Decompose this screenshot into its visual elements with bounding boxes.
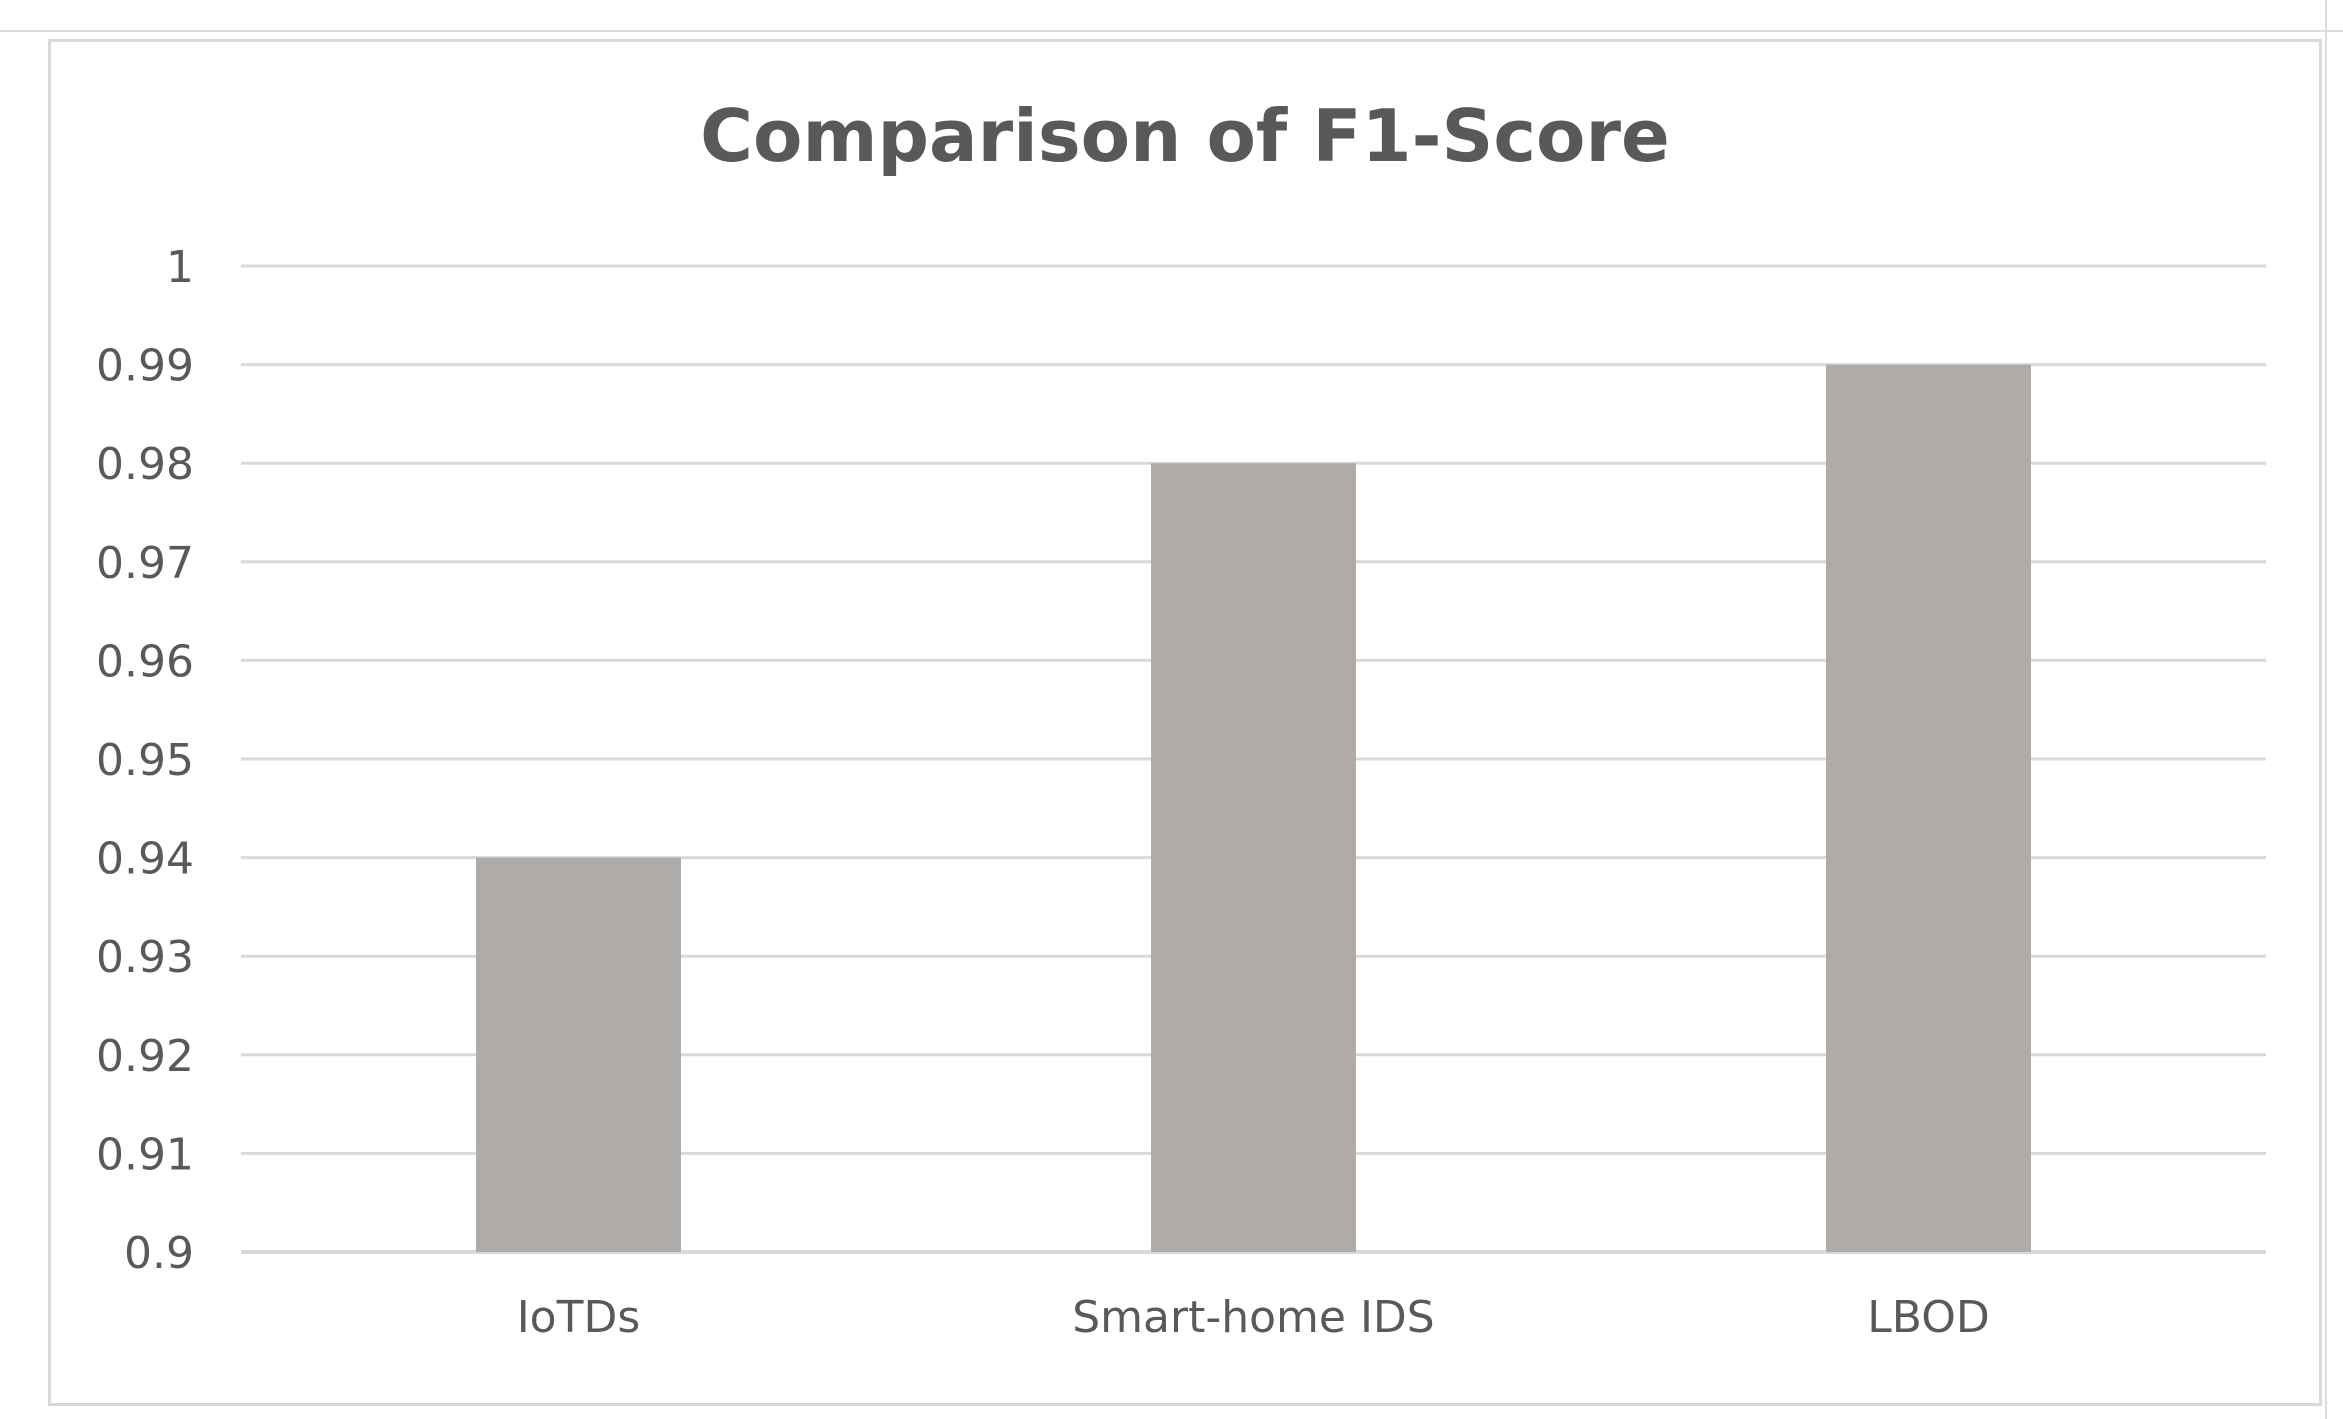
x-category-label: LBOD: [1867, 1292, 1989, 1343]
y-tick-label: 0.92: [96, 1031, 194, 1082]
y-tick-label: 0.9: [124, 1228, 194, 1279]
y-tick-label: 0.99: [96, 341, 194, 392]
x-axis-category-labels: IoTDs Smart-home IDS LBOD: [517, 1292, 1990, 1343]
y-tick-label: 0.96: [96, 636, 194, 687]
bar-chart: Comparison of F1-Score 0.90.910.920.930.…: [96, 94, 2266, 1343]
x-category-label: Smart-home IDS: [1072, 1292, 1434, 1343]
y-axis-tick-labels: 0.9 0.91 0.92 0.93 0.94 0.95 0.96 0.97 0.98 0.99 1: [96, 242, 194, 1279]
y-tick-label: 0.93: [96, 932, 194, 983]
chart-title: Comparison of F1-Score: [700, 94, 1670, 178]
y-tick-label: 0.98: [96, 439, 194, 490]
y-tick-label: 0.91: [96, 1129, 194, 1180]
y-tick-label: 1: [166, 242, 194, 293]
bars: [476, 364, 2031, 1253]
bar-lbod[interactable]: [1826, 364, 2031, 1253]
x-category-label: IoTDs: [517, 1292, 641, 1343]
chart-area[interactable]: Comparison of F1-Score 0.9 0.91 0.92 0.93 0.…: [48, 39, 2322, 1406]
bar-smart-home-ids[interactable]: [1151, 463, 1356, 1252]
y-tick-label: 0.94: [96, 834, 194, 885]
y-tick-label: 0.95: [96, 735, 194, 786]
bar-iotds[interactable]: [476, 857, 681, 1252]
y-tick-label: 0.97: [96, 538, 194, 589]
sheet-gridline: [2325, 0, 2327, 1419]
sheet-gridline: [0, 30, 2343, 32]
